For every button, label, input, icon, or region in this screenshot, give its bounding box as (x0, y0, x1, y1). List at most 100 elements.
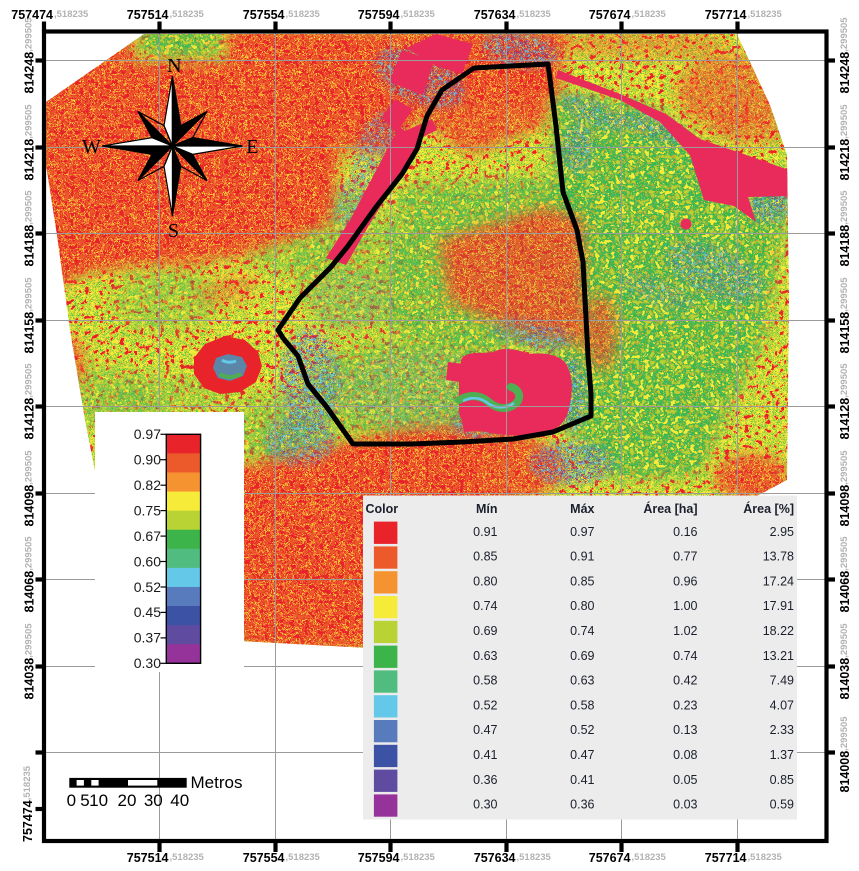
svg-text:0.45: 0.45 (134, 604, 161, 620)
svg-text:814188,299505: 814188,299505 (838, 190, 852, 267)
svg-text:757634: 757634 (474, 851, 516, 865)
svg-text:Mín: Mín (476, 502, 498, 516)
svg-text:13.21: 13.21 (763, 649, 794, 663)
svg-text:18.22: 18.22 (763, 624, 794, 638)
svg-text:10: 10 (89, 791, 108, 810)
svg-text:S: S (168, 220, 179, 242)
svg-text:,518235: ,518235 (401, 852, 436, 863)
svg-text:0.80: 0.80 (570, 599, 594, 613)
svg-text:,518235: ,518235 (748, 852, 783, 863)
svg-text:757594: 757594 (358, 851, 400, 865)
svg-text:4.07: 4.07 (770, 698, 794, 712)
svg-text:0.97: 0.97 (570, 525, 594, 539)
svg-text:0.74: 0.74 (473, 599, 497, 613)
svg-text:,518235: ,518235 (632, 9, 667, 20)
svg-text:2.33: 2.33 (770, 723, 794, 737)
svg-text:757594: 757594 (358, 8, 400, 22)
svg-text:814098,299505: 814098,299505 (838, 450, 852, 527)
svg-text:814218,299505: 814218,299505 (838, 104, 852, 181)
svg-text:17.91: 17.91 (763, 599, 794, 613)
svg-text:0.30: 0.30 (473, 798, 497, 812)
svg-text:0.16: 0.16 (673, 525, 697, 539)
svg-text:757634: 757634 (474, 8, 516, 22)
svg-text:0.67: 0.67 (134, 528, 161, 544)
svg-text:,518235: ,518235 (286, 852, 321, 863)
svg-text:0.41: 0.41 (570, 773, 594, 787)
svg-text:757674: 757674 (589, 851, 631, 865)
svg-text:814008,299505: 814008,299505 (838, 716, 852, 793)
svg-text:0.97: 0.97 (134, 426, 161, 442)
svg-text:0.80: 0.80 (473, 574, 497, 588)
svg-text:Área [ha]: Área [ha] (643, 501, 697, 516)
svg-text:0.23: 0.23 (673, 698, 697, 712)
svg-text:0.52: 0.52 (134, 579, 161, 595)
svg-text:0.63: 0.63 (473, 649, 497, 663)
svg-text:757474,518235: 757474,518235 (21, 765, 35, 842)
svg-text:,518235: ,518235 (401, 9, 436, 20)
svg-text:,518235: ,518235 (632, 852, 667, 863)
svg-text:,518235: ,518235 (54, 9, 89, 20)
svg-text:N: N (167, 55, 181, 77)
svg-text:Color: Color (366, 502, 399, 516)
svg-text:0.96: 0.96 (673, 574, 697, 588)
svg-text:0.91: 0.91 (473, 525, 497, 539)
svg-text:5: 5 (80, 791, 89, 810)
svg-text:814158,299505: 814158,299505 (23, 277, 37, 354)
svg-text:757554: 757554 (243, 851, 285, 865)
svg-text:,518235: ,518235 (170, 9, 205, 20)
svg-text:0.82: 0.82 (134, 477, 161, 493)
svg-text:7.49: 7.49 (770, 674, 794, 688)
svg-text:757514: 757514 (127, 8, 169, 22)
svg-text:0.75: 0.75 (134, 502, 161, 518)
svg-text:0.91: 0.91 (570, 550, 594, 564)
svg-text:,518235: ,518235 (517, 9, 552, 20)
svg-text:757514: 757514 (127, 851, 169, 865)
svg-text:0.36: 0.36 (473, 773, 497, 787)
svg-text:757674: 757674 (589, 8, 631, 22)
svg-text:814158,299505: 814158,299505 (838, 277, 852, 354)
svg-text:757554: 757554 (243, 8, 285, 22)
svg-text:814218,299505: 814218,299505 (23, 104, 37, 181)
svg-text:0.85: 0.85 (473, 550, 497, 564)
svg-text:0.52: 0.52 (570, 723, 594, 737)
svg-text:0.41: 0.41 (473, 748, 497, 762)
svg-text:0.36: 0.36 (570, 798, 594, 812)
svg-text:0: 0 (67, 791, 76, 810)
svg-text:E: E (246, 136, 258, 158)
svg-text:30: 30 (144, 791, 163, 810)
svg-text:,518235: ,518235 (170, 852, 205, 863)
svg-text:,518235: ,518235 (517, 852, 552, 863)
svg-text:814128,299505: 814128,299505 (838, 363, 852, 440)
svg-text:0.90: 0.90 (134, 452, 161, 468)
svg-text:0.58: 0.58 (473, 674, 497, 688)
svg-text:17.24: 17.24 (763, 574, 794, 588)
svg-text:757714: 757714 (705, 8, 747, 22)
svg-text:0.47: 0.47 (473, 723, 497, 737)
svg-text:0.69: 0.69 (570, 649, 594, 663)
svg-text:,518235: ,518235 (286, 9, 321, 20)
svg-text:Área [%]: Área [%] (743, 501, 794, 516)
svg-text:0.74: 0.74 (673, 649, 697, 663)
svg-text:814098,299505: 814098,299505 (23, 450, 37, 527)
svg-text:0.60: 0.60 (134, 553, 161, 569)
svg-text:0.85: 0.85 (770, 773, 794, 787)
svg-text:0.52: 0.52 (473, 698, 497, 712)
svg-text:757474: 757474 (11, 8, 53, 22)
svg-text:814188,299505: 814188,299505 (23, 190, 37, 267)
svg-text:1.02: 1.02 (673, 624, 697, 638)
svg-text:814248,299505: 814248,299505 (838, 17, 852, 94)
svg-text:Metros: Metros (191, 773, 243, 792)
svg-text:0.42: 0.42 (673, 674, 697, 688)
svg-text:0.63: 0.63 (570, 674, 594, 688)
svg-text:0.30: 0.30 (134, 655, 161, 671)
svg-text:0.37: 0.37 (134, 630, 161, 646)
svg-text:0.85: 0.85 (570, 574, 594, 588)
svg-text:814248,299505: 814248,299505 (23, 17, 37, 94)
svg-text:0.58: 0.58 (570, 698, 594, 712)
svg-text:0.74: 0.74 (570, 624, 594, 638)
svg-text:814038,299505: 814038,299505 (838, 623, 852, 700)
svg-text:0.77: 0.77 (673, 550, 697, 564)
svg-text:1.37: 1.37 (770, 748, 794, 762)
svg-text:814038,299505: 814038,299505 (23, 623, 37, 700)
svg-text:0.59: 0.59 (770, 798, 794, 812)
